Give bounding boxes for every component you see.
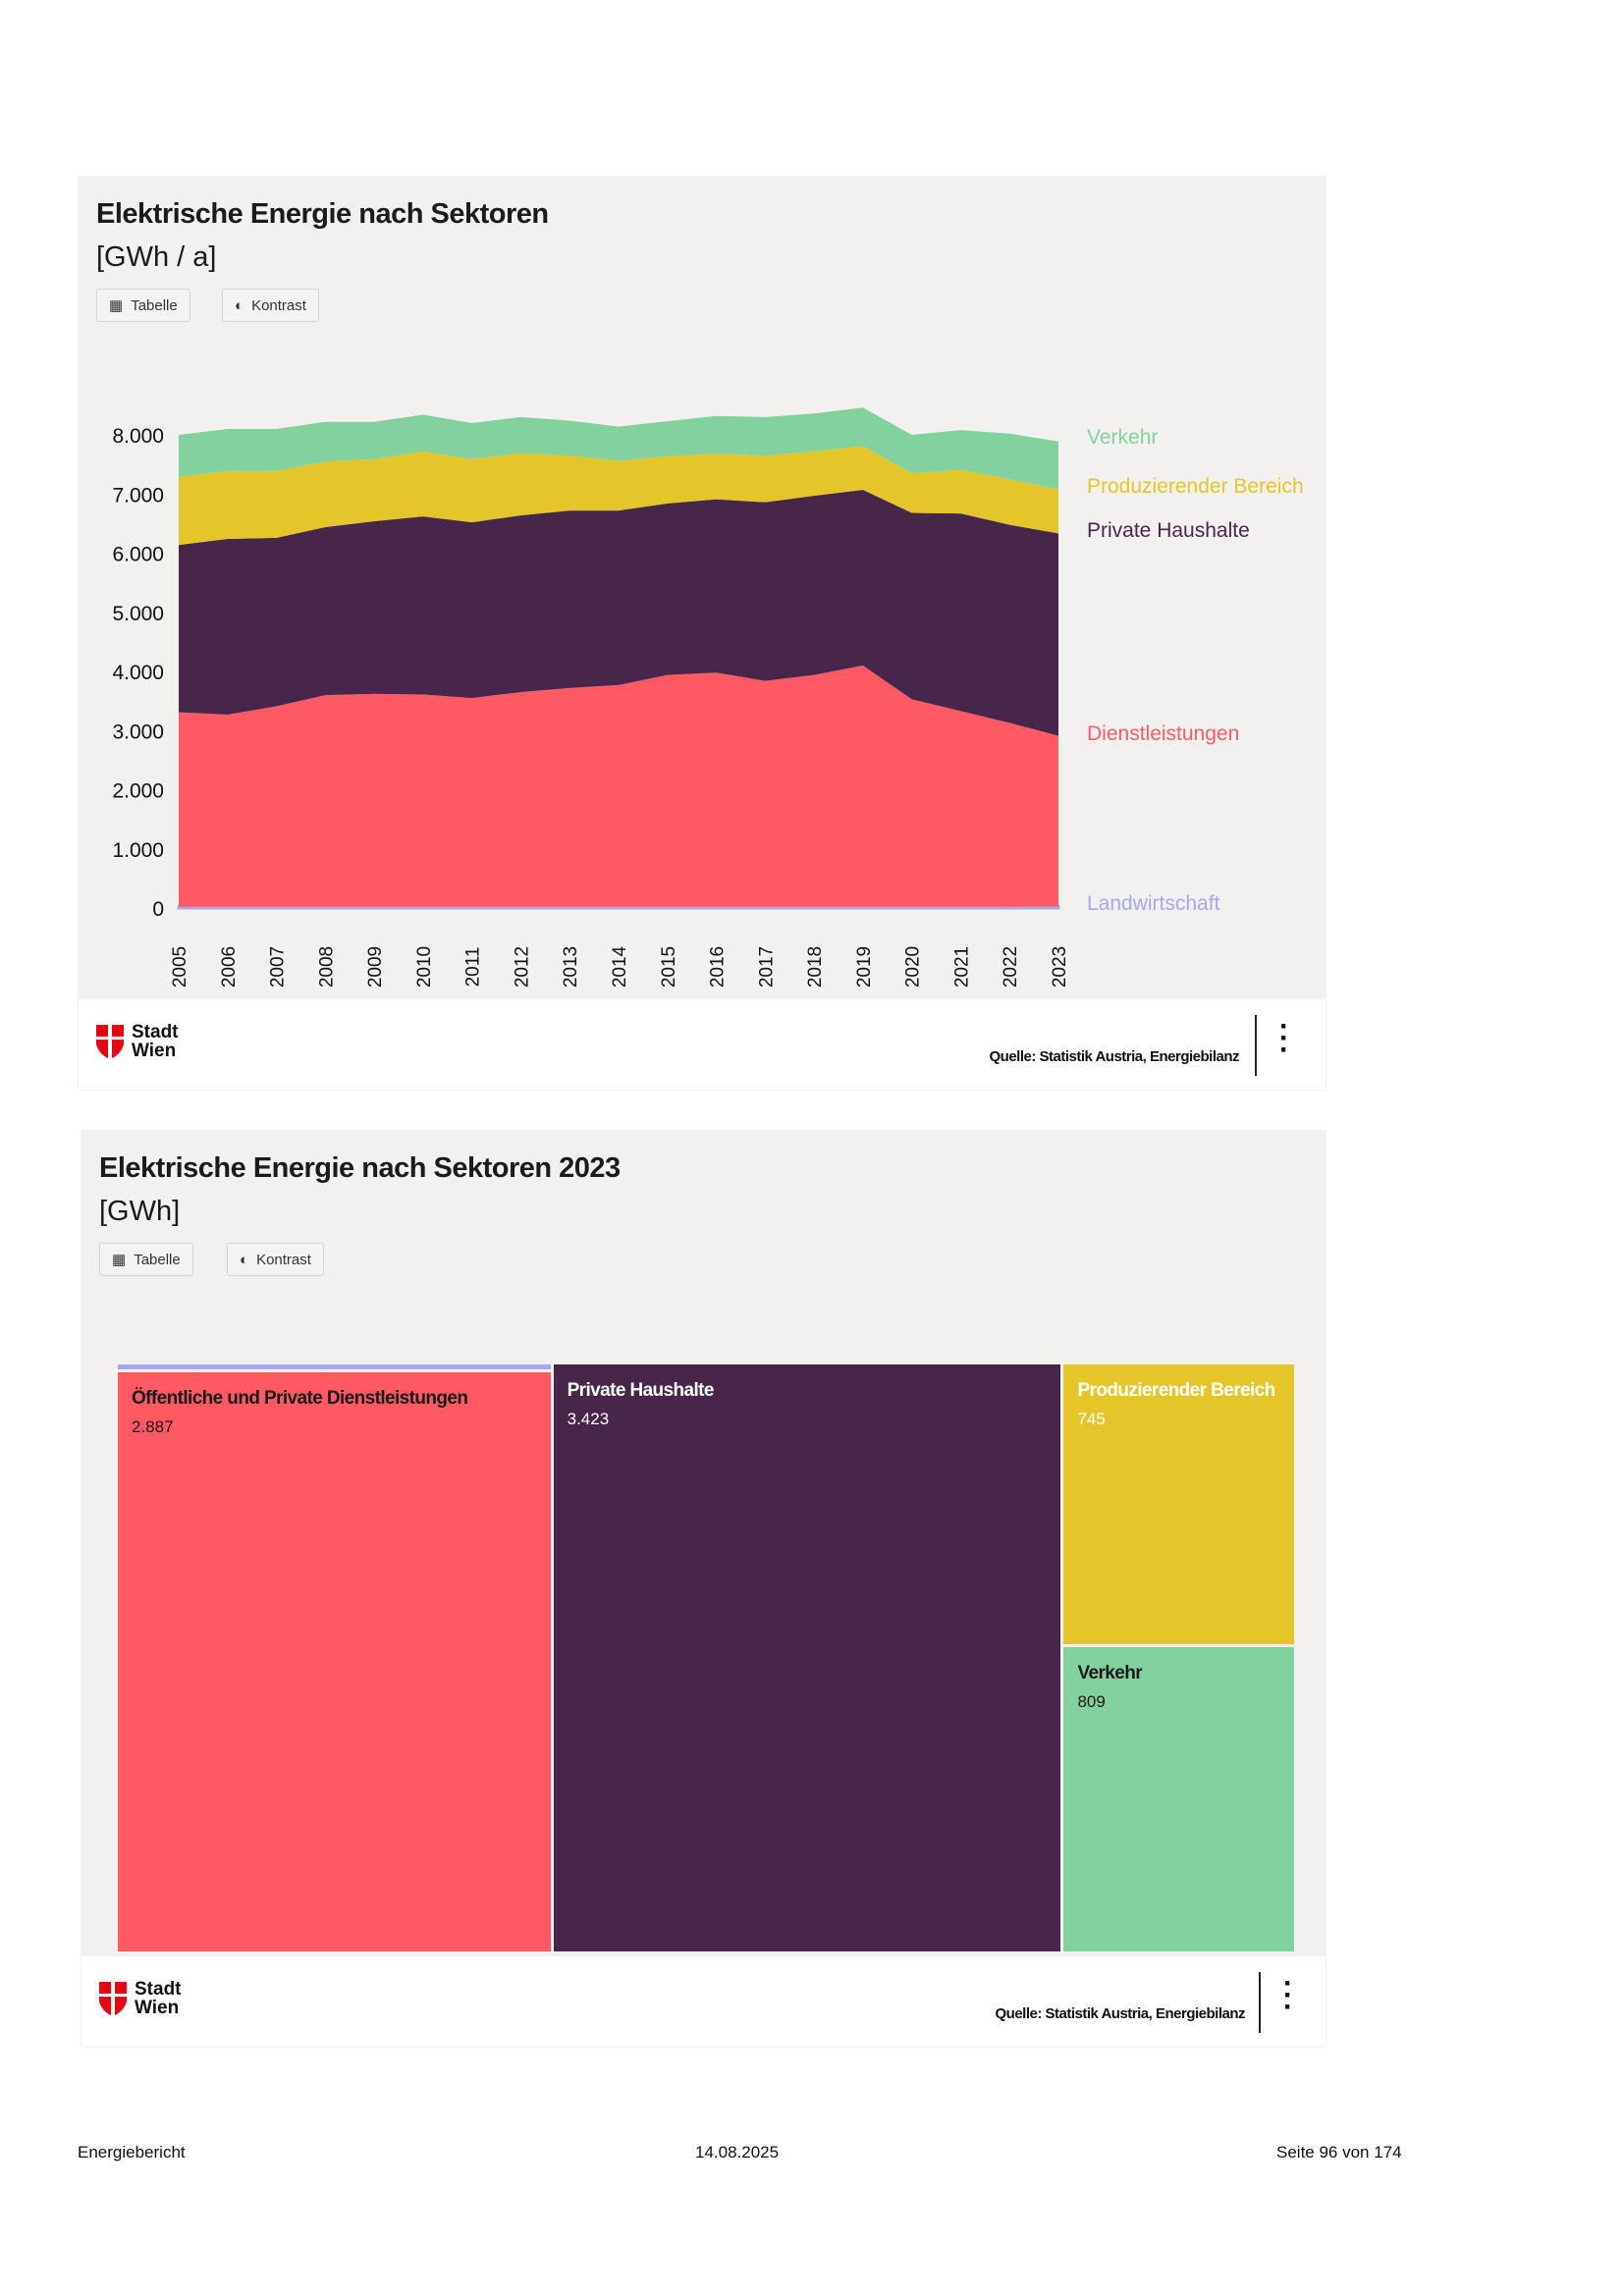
table-icon: ▦ [109,297,124,314]
legend-label: Produzierender Bereich [1087,475,1304,498]
contrast-icon: ◐ [235,296,244,314]
chart-title: Elektrische Energie nach Sektoren [96,198,549,230]
treemap-label: Private Haushalte [567,1380,715,1401]
y-tick-label: 3.000 [112,721,164,743]
wien-shield-icon [96,1025,124,1058]
x-tick-label: 2006 [219,946,240,988]
chart-unit: [GWh] [99,1196,181,1227]
treemap-cell-produzierender-bereich[interactable]: Produzierender Bereich 745 [1063,1364,1294,1645]
x-tick-label: 2022 [1001,946,1021,988]
x-tick-label: 2005 [170,946,190,988]
y-tick-label: 7.000 [112,484,164,507]
area-series-produzierender-bereich[interactable] [179,446,1058,546]
x-tick-label: 2014 [610,945,630,988]
wien-shield-icon [99,1982,127,2015]
x-tick-label: 2009 [365,946,386,988]
y-tick-label: 4.000 [112,662,164,684]
more-options-icon[interactable]: · · · [1283,1967,1293,2023]
y-tick-label: 2.000 [112,780,164,803]
treemap-card: Elektrische Energie nach Sektoren 2023 [… [81,1131,1326,2047]
table-button[interactable]: ▦ Tabelle [99,1243,193,1276]
x-tick-label: 2020 [903,946,924,988]
contrast-button[interactable]: ◐ Kontrast [227,1243,324,1276]
contrast-icon: ◐ [240,1251,249,1268]
x-tick-label: 2013 [561,946,581,988]
area-chart: Landwirtschaft Dienstleistungen Private Ha… [112,407,1304,988]
x-tick-label: 2010 [414,946,435,988]
chart-footer: Stadt Wien Quelle: Statistik Austria, En… [81,1956,1326,2047]
area-series-dienstleistungen[interactable] [179,665,1058,907]
x-tick-label: 2017 [756,946,777,988]
more-options-icon[interactable]: · · · [1279,1010,1289,1066]
x-tick-label: 2016 [708,946,729,988]
treemap-value: 3.423 [567,1410,610,1428]
table-button-label: Tabelle [134,1251,181,1268]
legend-label: Private Haushalte [1087,519,1250,542]
logo-line1: Stadt [132,1022,179,1042]
y-tick-label: 5.000 [112,603,164,625]
x-tick-label: 2011 [463,947,484,988]
chart-title: Elektrische Energie nach Sektoren 2023 [99,1152,621,1184]
y-tick-label: 6.000 [112,544,164,566]
contrast-button-label: Kontrast [256,1251,311,1268]
treemap: Öffentliche und Private Dienstleistungen… [118,1364,1294,1951]
table-icon: ▦ [112,1252,127,1268]
treemap-cell-landwirtschaft[interactable] [118,1364,551,1369]
table-button-label: Tabelle [131,296,178,314]
x-tick-label: 2012 [512,946,532,988]
area-chart-card: Elektrische Energie nach Sektoren [GWh /… [79,177,1326,1090]
x-tick-label: 2018 [805,946,826,988]
legend-label: Dienstleistungen [1087,722,1239,745]
treemap-value: 2.887 [132,1416,174,1436]
x-tick-label: 2019 [854,946,875,988]
treemap-cell-öffentliche-und-private-dienstleistungen[interactable]: Öffentliche und Private Dienstleistungen… [118,1371,551,1951]
legend-label: Landwirtschaft [1087,892,1220,915]
treemap-label: Öffentliche und Private Dienstleistungen [132,1387,468,1409]
contrast-button-label: Kontrast [251,296,306,314]
divider [1259,1972,1261,2033]
legend-label: Verkehr [1087,426,1158,449]
x-tick-label: 2008 [316,946,337,988]
source-text: Quelle: Statistik Austria, Energiebilanz [995,2005,1245,2022]
treemap-cell-verkehr[interactable]: Verkehr 809 [1063,1647,1294,1951]
treemap-value: 745 [1077,1410,1106,1428]
chart-unit: [GWh / a] [96,241,217,273]
x-tick-label: 2007 [268,946,289,988]
y-tick-label: 0 [152,898,164,921]
x-tick-label: 2021 [951,946,972,988]
area-series-verkehr[interactable] [179,407,1058,490]
x-tick-label: 2015 [659,946,679,988]
treemap-cell-private-haushalte[interactable]: Private Haushalte 3.423 [553,1364,1061,1951]
treemap-label: Verkehr [1077,1663,1142,1684]
stadt-wien-logo: Stadt Wien [96,1023,179,1060]
contrast-button[interactable]: ◐ Kontrast [222,289,319,322]
source-text: Quelle: Statistik Austria, Energiebilanz [989,1048,1239,1065]
treemap-value: 809 [1077,1692,1106,1712]
stadt-wien-logo: Stadt Wien [99,1980,182,2017]
chart-footer: Stadt Wien Quelle: Statistik Austria, En… [79,999,1326,1090]
x-tick-label: 2023 [1050,946,1070,988]
logo-line2: Wien [132,1041,177,1061]
divider [1255,1015,1257,1076]
y-tick-label: 1.000 [112,839,164,862]
treemap-label: Produzierender Bereich [1077,1380,1275,1401]
table-button[interactable]: ▦ Tabelle [96,289,190,322]
logo-line2: Wien [135,1998,180,2018]
footer-date: 14.08.2025 [695,2143,780,2162]
logo-line1: Stadt [135,1979,182,2000]
area-series-private-haushalte[interactable] [179,490,1058,736]
footer-page-number: Seite 96 von 174 [1276,2143,1402,2162]
y-tick-label: 8.000 [112,425,164,448]
footer-document-name: Energiebericht [78,2143,186,2162]
